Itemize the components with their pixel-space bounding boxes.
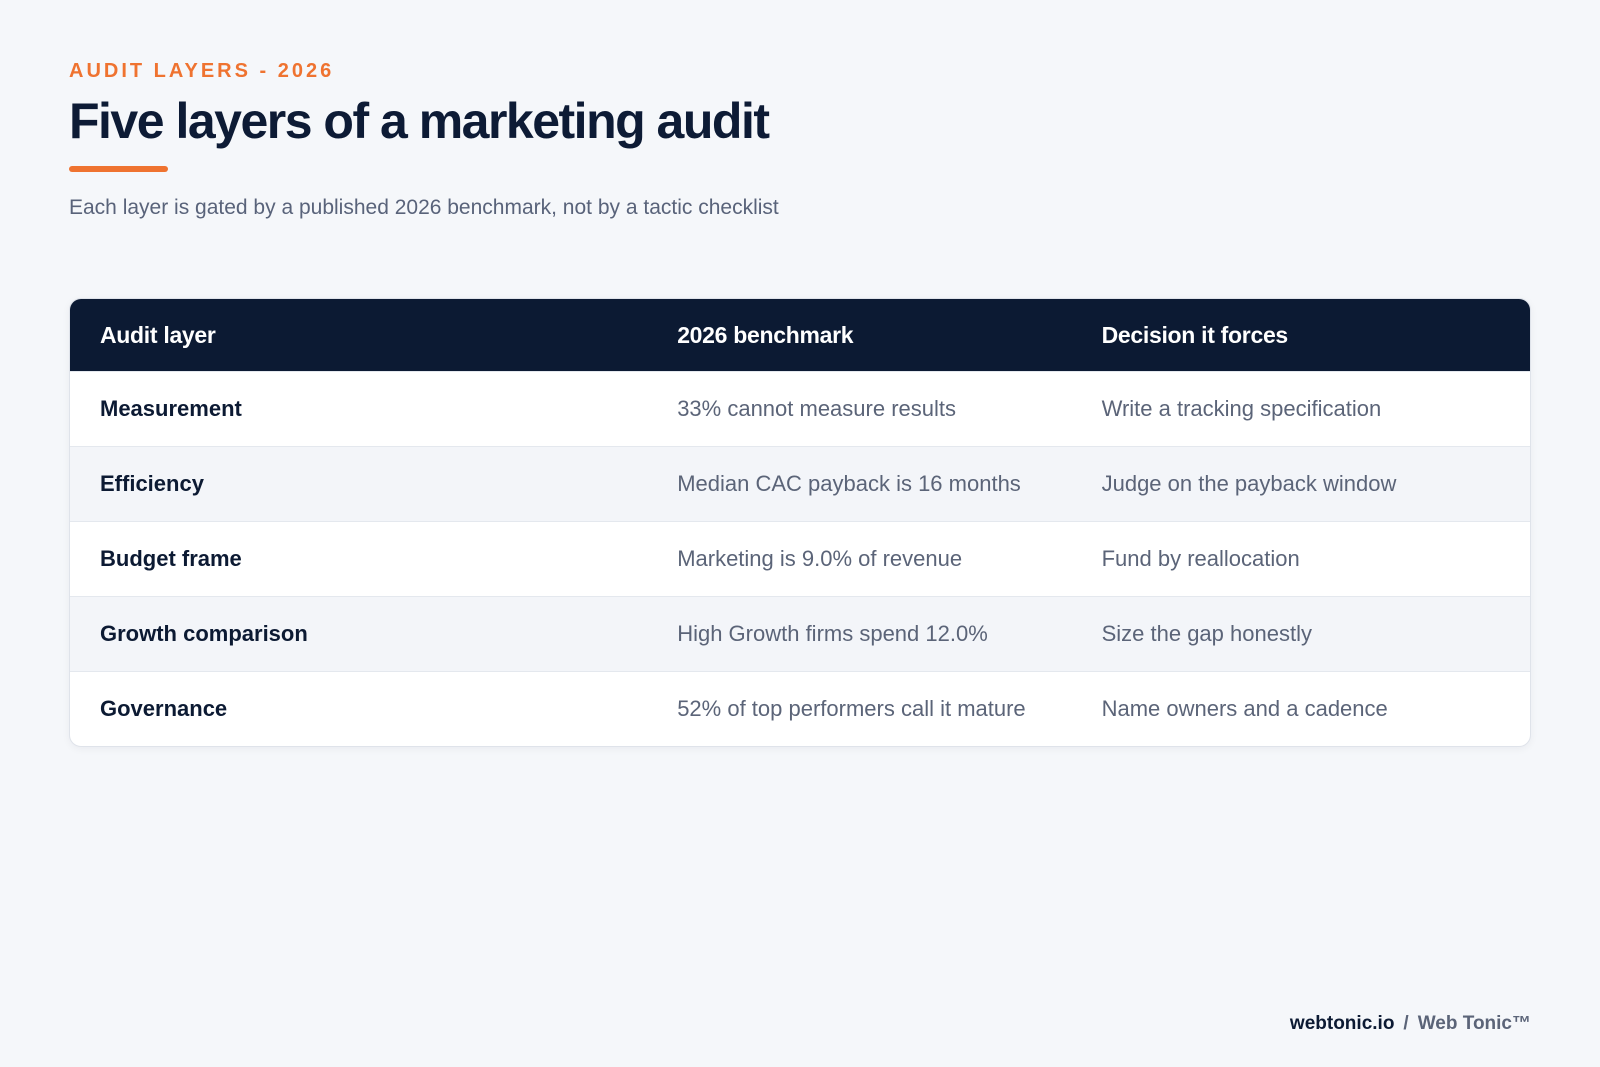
benchmark-cell: 52% of top performers call it mature bbox=[677, 696, 1026, 721]
benchmark-cell: High Growth firms spend 12.0% bbox=[677, 621, 988, 646]
footer-site: webtonic.io bbox=[1289, 1013, 1395, 1034]
table-row: Budget frame Marketing is 9.0% of revenu… bbox=[70, 521, 1530, 596]
title-underline bbox=[69, 166, 168, 172]
footer-credit: webtonic.io / Web Tonic™ bbox=[1290, 1013, 1531, 1035]
decision-cell: Write a tracking specification bbox=[1101, 396, 1382, 421]
eyebrow-label: AUDIT LAYERS - 2026 bbox=[69, 60, 335, 82]
footer-separator: / bbox=[1403, 1013, 1409, 1034]
audit-layer-cell: Governance bbox=[100, 696, 228, 721]
column-header-audit-layer: Audit layer bbox=[100, 321, 216, 348]
decision-cell: Fund by reallocation bbox=[1101, 546, 1300, 571]
decision-cell: Name owners and a cadence bbox=[1101, 696, 1388, 721]
table-row: Measurement 33% cannot measure results W… bbox=[70, 371, 1530, 446]
benchmark-cell: 33% cannot measure results bbox=[677, 396, 957, 421]
audit-table: Audit layer 2026 benchmark Decision it f… bbox=[69, 298, 1531, 747]
slide: AUDIT LAYERS - 2026 Five layers of a mar… bbox=[69, 0, 1531, 1067]
column-header-decision: Decision it forces bbox=[1101, 321, 1289, 348]
page-title: Five layers of a marketing audit bbox=[69, 93, 770, 149]
decision-cell: Judge on the payback window bbox=[1101, 471, 1397, 496]
table-header-row: Audit layer 2026 benchmark Decision it f… bbox=[70, 299, 1530, 371]
decision-cell: Size the gap honestly bbox=[1101, 621, 1312, 646]
column-header-benchmark: 2026 benchmark bbox=[677, 321, 854, 348]
audit-layer-cell: Measurement bbox=[100, 396, 242, 421]
benchmark-cell: Median CAC payback is 16 months bbox=[677, 471, 1021, 496]
audit-layer-cell: Efficiency bbox=[100, 471, 204, 496]
table-row: Efficiency Median CAC payback is 16 mont… bbox=[70, 446, 1530, 521]
audit-layer-cell: Growth comparison bbox=[100, 621, 308, 646]
page-subtitle: Each layer is gated by a published 2026 … bbox=[69, 196, 779, 219]
audit-layer-cell: Budget frame bbox=[100, 546, 242, 571]
footer-brand: Web Tonic™ bbox=[1417, 1013, 1531, 1034]
benchmark-cell: Marketing is 9.0% of revenue bbox=[677, 546, 963, 571]
table-row: Governance 52% of top performers call it… bbox=[70, 671, 1530, 746]
table-row: Growth comparison High Growth firms spen… bbox=[70, 596, 1530, 671]
